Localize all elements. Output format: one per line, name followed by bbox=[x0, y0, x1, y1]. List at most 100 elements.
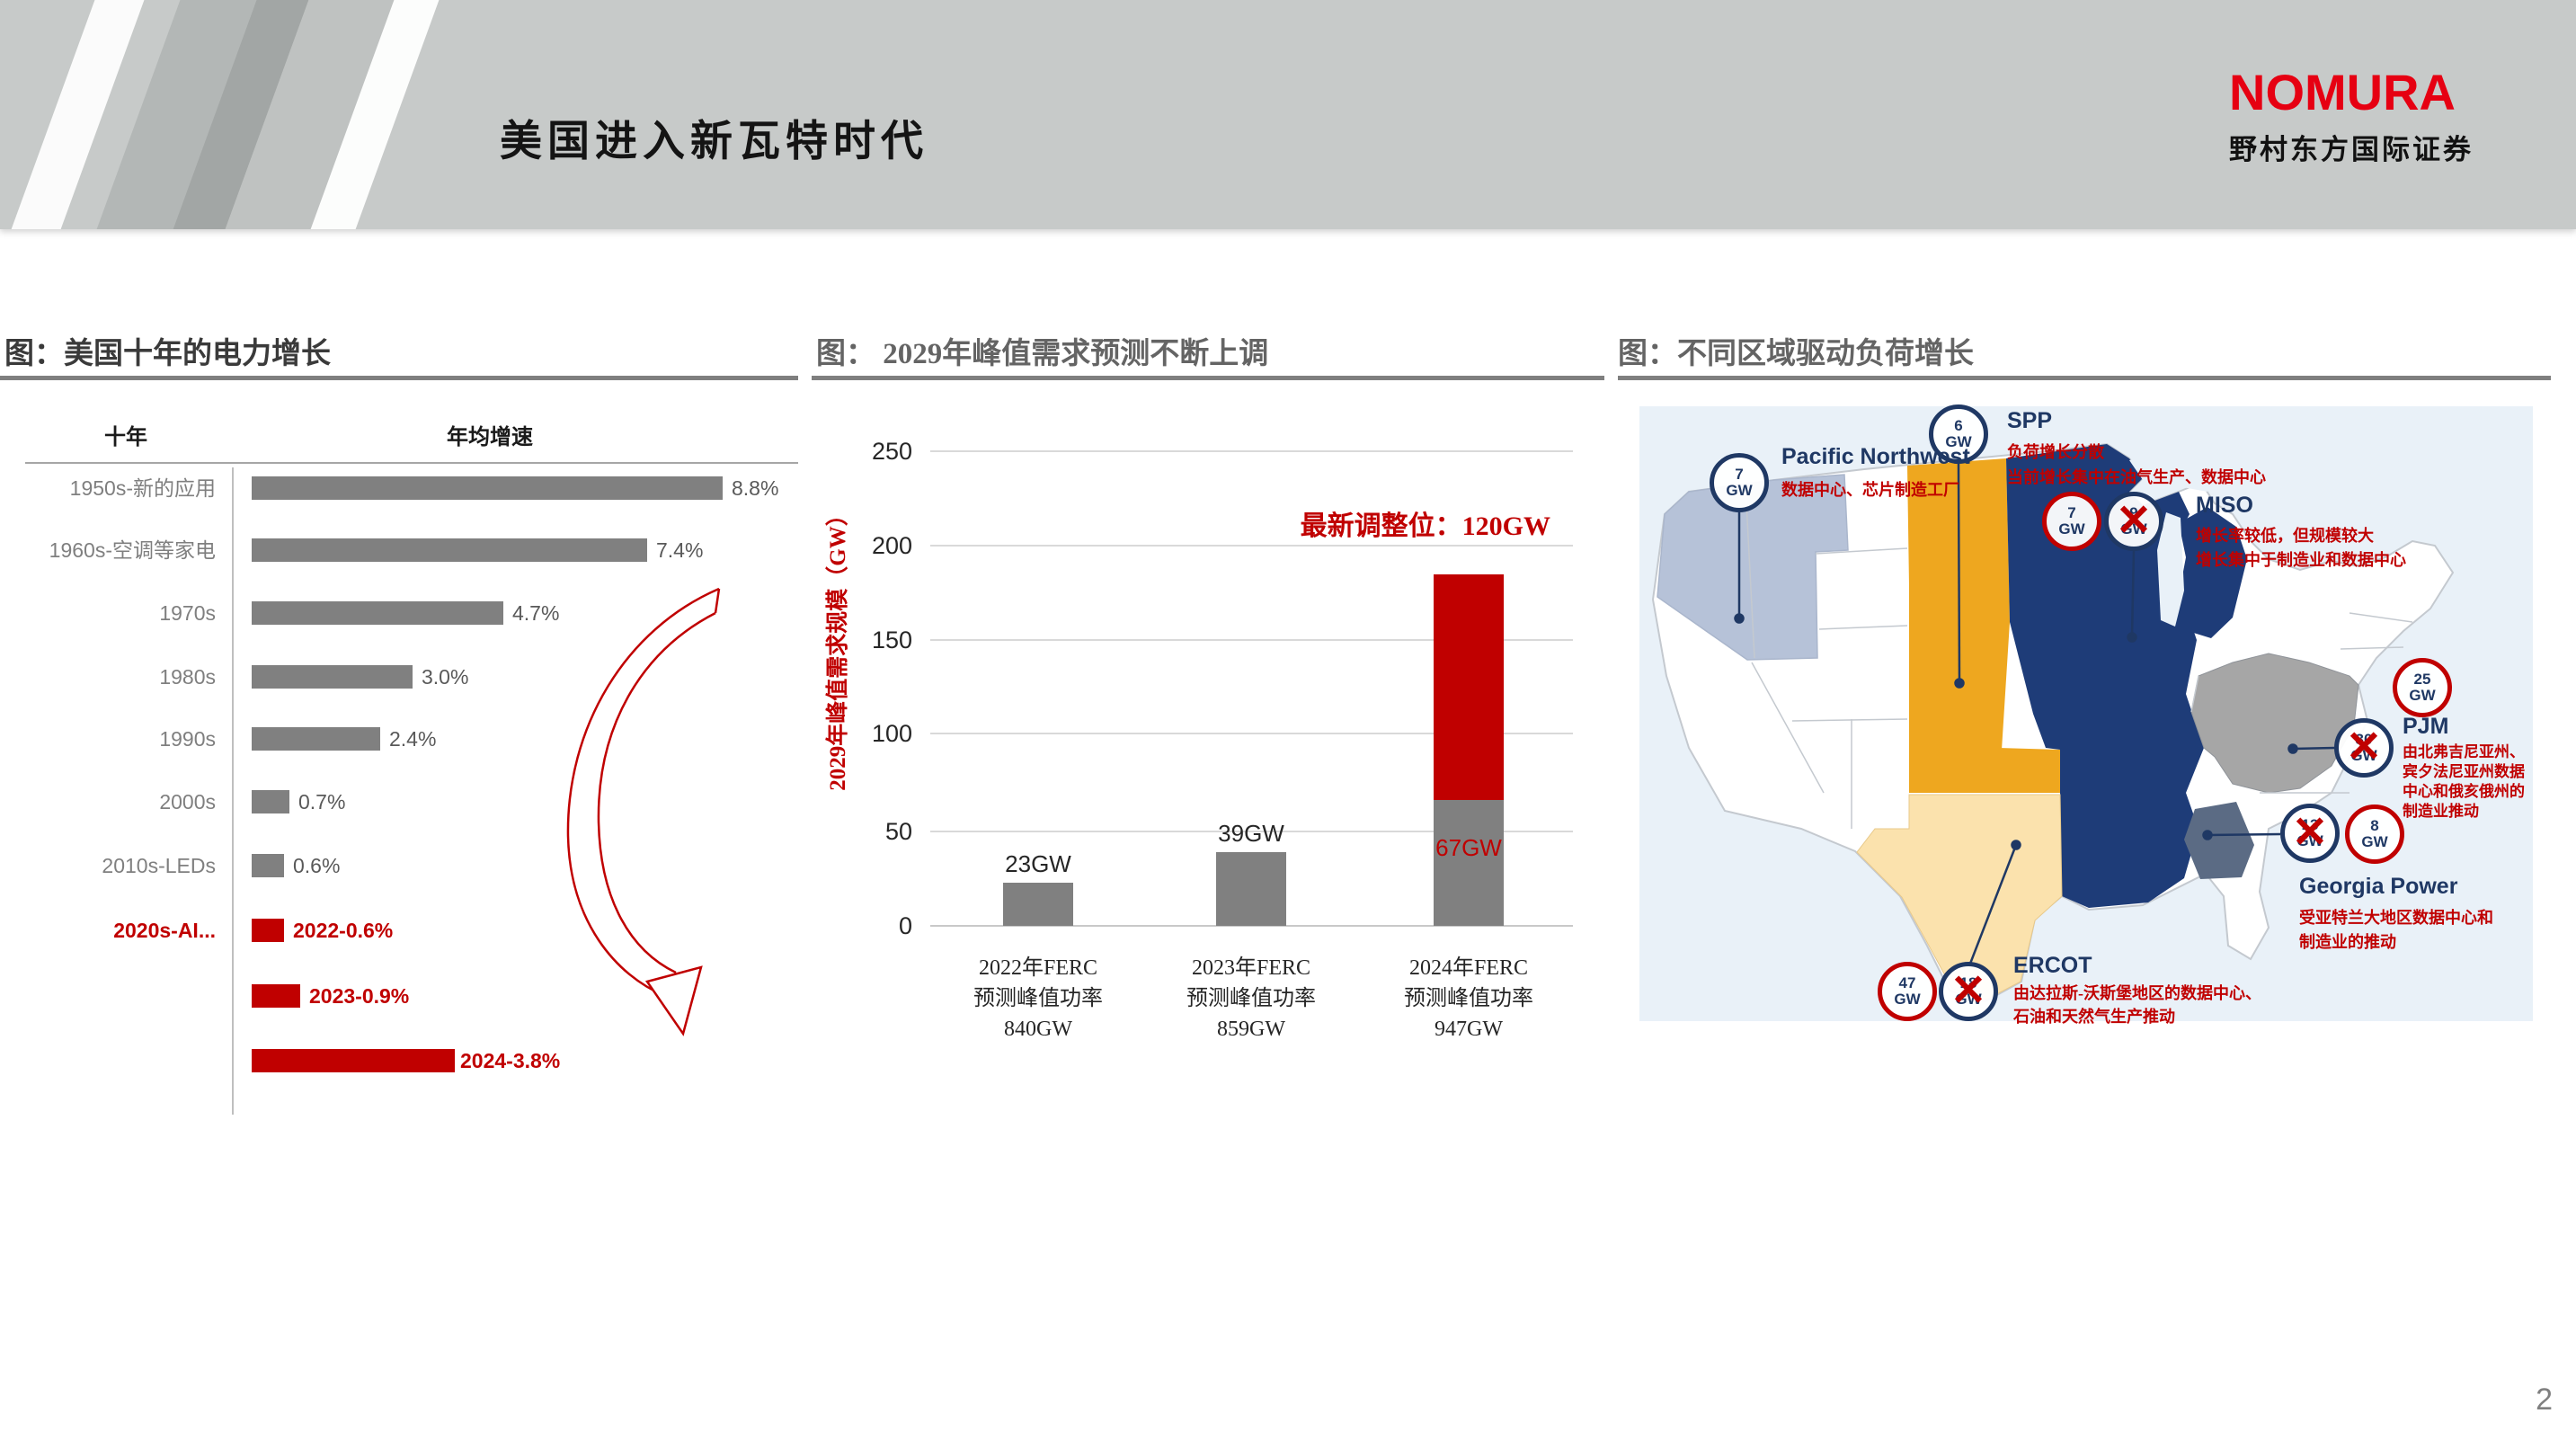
region-note: 由北弗吉尼亚州、 bbox=[2403, 743, 2525, 760]
bar-1990s bbox=[252, 727, 380, 751]
bar-value: 0.6% bbox=[293, 854, 341, 877]
badge-pjm-30gw-crossed: 30 GW ✕ bbox=[2334, 718, 2394, 778]
bar-2024-ferc-base bbox=[1434, 800, 1504, 926]
axis-line bbox=[232, 467, 234, 1115]
header-banner: 美国进入新瓦特时代 NOMURA 野村东方国际证券 bbox=[0, 0, 2576, 229]
badge-miso-7gw-revised: 7 GW bbox=[2042, 492, 2101, 551]
us-regional-map: 6 GW SPP 负荷增长分散 当前增长集中在油气生产、数据中心 7 GW Pa… bbox=[1639, 404, 2533, 1026]
row-label: 1950s-新的应用 bbox=[69, 476, 216, 500]
region-miso-michigan bbox=[2179, 507, 2247, 638]
bar-1960s bbox=[252, 538, 647, 562]
lake-michigan bbox=[2157, 512, 2184, 627]
badge-georgia-13gw-crossed: 13 GW ✕ bbox=[2280, 804, 2340, 863]
bar-value: 3.0% bbox=[422, 665, 469, 689]
region-note: 增长集中于制造业和数据中心 bbox=[2196, 551, 2406, 569]
region-miso bbox=[2006, 444, 2204, 908]
left-chart-title: 图：美国十年的电力增长 bbox=[4, 338, 331, 370]
bar-2023 bbox=[252, 984, 300, 1008]
crossed-out-icon: ✕ bbox=[2291, 809, 2329, 857]
column-header-decade: 十年 bbox=[104, 425, 147, 449]
gridline-100 bbox=[930, 733, 1573, 734]
annotation-latest-adjustment: 最新调整位：120GW bbox=[1300, 511, 1550, 541]
right-chart-title: 图：不同区域驱动负荷增长 bbox=[1618, 338, 1974, 370]
gridline-150 bbox=[930, 639, 1573, 641]
badge-ercot-18gw-crossed: 18 GW ✕ bbox=[1939, 962, 1998, 1021]
bar-value: 2022-0.6% bbox=[293, 919, 394, 942]
region-note: 由达拉斯-沃斯堡地区的数据中心、 bbox=[2013, 984, 2261, 1002]
bar-2022-ferc bbox=[1003, 883, 1073, 926]
bar-1970s bbox=[252, 601, 503, 625]
region-note: 数据中心、芯片制造工厂 bbox=[1781, 481, 1959, 499]
x-axis-category: 2022年FERC 预测峰值功率 840GW bbox=[973, 956, 1103, 1041]
trend-arrow-icon bbox=[566, 587, 721, 1036]
left-title-rule bbox=[0, 376, 798, 380]
badge-spp-6gw: 6 GW bbox=[1929, 404, 1988, 464]
y-tick: 250 bbox=[871, 438, 912, 465]
bar-value: 2024-3.8% bbox=[460, 1049, 561, 1072]
region-pjm bbox=[2190, 653, 2359, 794]
middle-title-rule bbox=[812, 376, 1604, 380]
row-label: 1960s-空调等家电 bbox=[49, 538, 216, 562]
bar-2024 bbox=[252, 1049, 455, 1072]
region-note: 制造业推动 bbox=[2403, 803, 2479, 820]
region-note: 石油和天然气生产推动 bbox=[2013, 1008, 2175, 1026]
region-note: 负荷增长分散 bbox=[2007, 443, 2104, 461]
table-header-rule bbox=[25, 462, 798, 464]
y-tick: 50 bbox=[884, 818, 912, 845]
bar-value: 2.4% bbox=[389, 727, 437, 751]
row-label: 1980s bbox=[159, 665, 216, 689]
bar-value: 7.4% bbox=[656, 538, 704, 562]
bar-2010s bbox=[252, 854, 284, 877]
bar-1950s bbox=[252, 476, 723, 500]
badge-pjm-25gw-revised: 25 GW bbox=[2393, 658, 2452, 717]
region-label-pacific-northwest: Pacific Northwest bbox=[1781, 444, 1970, 469]
region-note: 增长率较低，但规模较大 bbox=[2196, 527, 2374, 545]
y-tick: 150 bbox=[871, 627, 912, 653]
y-tick: 0 bbox=[898, 912, 912, 939]
badge-georgia-8gw-revised: 8 GW bbox=[2345, 805, 2404, 864]
page-title: 美国进入新瓦特时代 bbox=[500, 119, 928, 165]
x-axis-category: 2023年FERC 预测峰值功率 859GW bbox=[1186, 956, 1316, 1041]
lake-superior bbox=[2129, 453, 2215, 492]
crossed-out-icon: ✕ bbox=[2115, 497, 2153, 545]
leader-lines bbox=[1734, 463, 2335, 965]
region-note: 制造业的推动 bbox=[2299, 933, 2396, 951]
badge-miso-9gw-crossed: 9 GW ✕ bbox=[2104, 492, 2163, 551]
region-label-georgia-power: Georgia Power bbox=[2299, 874, 2458, 899]
badge-pacnw-7gw: 7 GW bbox=[1710, 453, 1769, 512]
gridline-50 bbox=[930, 831, 1573, 832]
bar-2023-ferc bbox=[1216, 852, 1286, 926]
bar-2022 bbox=[252, 919, 284, 942]
row-label-2020s: 2020s-AI... bbox=[113, 919, 216, 942]
x-axis-line bbox=[930, 925, 1573, 927]
region-label-spp: SPP bbox=[2007, 408, 2053, 433]
region-georgia bbox=[2184, 802, 2254, 879]
y-tick: 100 bbox=[871, 720, 912, 747]
region-note: 宾夕法尼亚州数据 bbox=[2403, 763, 2525, 780]
row-label: 1970s bbox=[159, 601, 216, 625]
region-note: 受亚特兰大地区数据中心和 bbox=[2299, 909, 2493, 927]
brand-logo: NOMURA 野村东方国际证券 bbox=[2229, 63, 2535, 167]
gridline-200 bbox=[930, 545, 1573, 547]
row-label: 2000s bbox=[159, 790, 216, 813]
column-header-growth: 年均增速 bbox=[447, 425, 533, 449]
bar-data-label: 23GW bbox=[1005, 850, 1071, 877]
region-note: 当前增长集中在油气生产、数据中心 bbox=[2007, 468, 2266, 486]
bar-2024-ferc-increase bbox=[1434, 574, 1504, 800]
map-canvas bbox=[1651, 442, 2455, 1003]
y-tick: 200 bbox=[871, 532, 912, 559]
bar-data-label: 39GW bbox=[1218, 820, 1284, 847]
nomura-logo: NOMURA bbox=[2229, 64, 2456, 120]
region-label-miso: MISO bbox=[2196, 493, 2253, 518]
brand-subtitle: 野村东方国际证券 bbox=[2229, 134, 2474, 165]
page-number: 2 bbox=[2536, 1382, 2553, 1417]
badge-ercot-47gw-revised: 47 GW bbox=[1878, 962, 1937, 1021]
crossed-out-icon: ✕ bbox=[2345, 724, 2383, 771]
region-spp-oklahoma bbox=[1999, 748, 2060, 793]
bar-value: 2023-0.9% bbox=[309, 984, 410, 1008]
x-axis-category: 2024年FERC 预测峰值功率 947GW bbox=[1404, 956, 1533, 1041]
region-label-ercot: ERCOT bbox=[2013, 953, 2092, 978]
bar-value: 4.7% bbox=[512, 601, 560, 625]
bar-1980s bbox=[252, 665, 413, 689]
region-label-pjm: PJM bbox=[2403, 714, 2449, 739]
